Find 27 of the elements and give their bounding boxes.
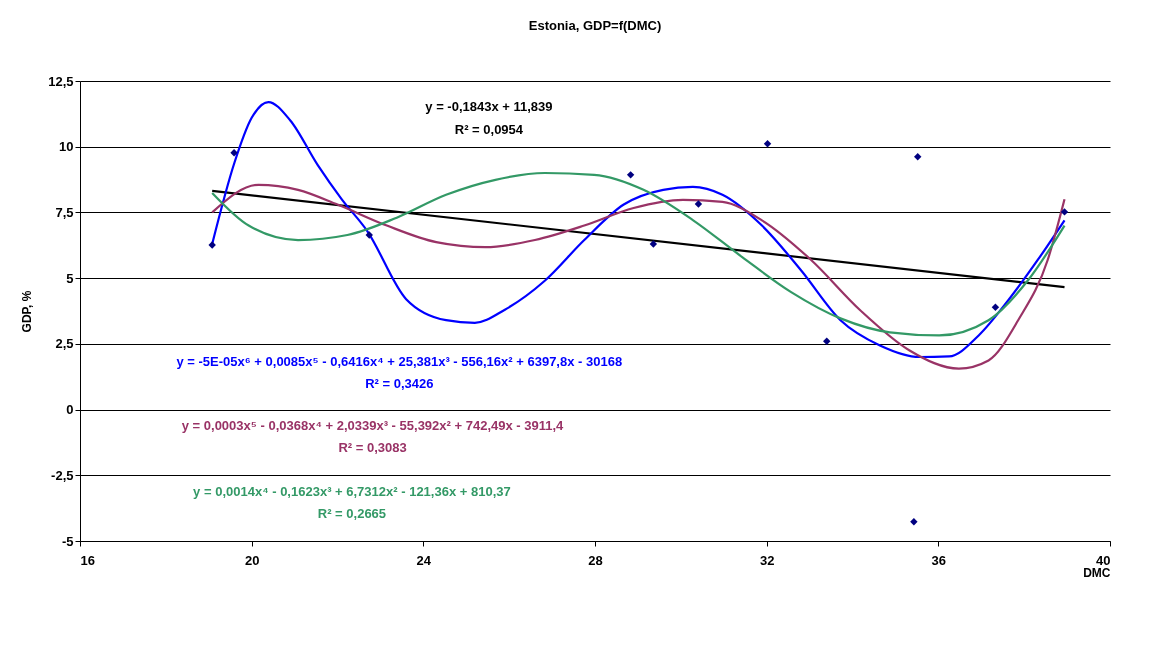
- annotation: R² = 0,3426: [365, 376, 434, 392]
- x-tick-label: 36: [931, 552, 947, 568]
- y-tick-label: 5: [66, 270, 74, 286]
- annotation: y = 0,0003x⁵ - 0,0368x⁴ + 2,0339x³ - 55,392x² + 742,49x - 3911,4: [181, 418, 565, 433]
- y-tick-label: 7,5: [55, 204, 74, 220]
- x-axis-title: DMC: [1083, 565, 1111, 580]
- annotation: y = -5E-05x⁶ + 0,0085x⁵ - 0,6416x⁴ + 25,381x³ - 556,16x² + 6397,8x - 30168: [176, 354, 623, 370]
- x-tick-label: 28: [588, 552, 603, 568]
- y-tick-label: 12,5: [48, 73, 74, 89]
- y-tick-label: -2,5: [51, 467, 74, 483]
- x-tick-label: 24: [416, 552, 432, 568]
- line-series: [211, 171, 1066, 337]
- y-tick-label: 10: [59, 139, 74, 155]
- annotation: R² = 0,0954: [454, 122, 524, 138]
- annotation: y = -0,1843x + 11,839: [425, 99, 553, 115]
- y-tick-label: 0: [66, 402, 74, 418]
- y-tick-label: 2,5: [55, 336, 74, 352]
- x-tick-label: 40: [1096, 552, 1111, 568]
- chart-title: Estonia, GDP=f(DMC): [528, 18, 662, 33]
- annotation: R² = 0,2665: [317, 505, 387, 521]
- annotation: y = 0,0014x⁴ - 0,1623x³ + 6,7312x² - 121,36x + 810,37: [193, 483, 511, 499]
- annotation: R² = 0,3083: [338, 440, 407, 456]
- x-tick-label: 32: [759, 552, 775, 568]
- y-axis-title: GDP, %: [20, 290, 35, 333]
- y-tick-label: -5: [61, 533, 74, 549]
- x-tick-label: 20: [244, 552, 260, 568]
- x-tick-label: 16: [80, 552, 95, 568]
